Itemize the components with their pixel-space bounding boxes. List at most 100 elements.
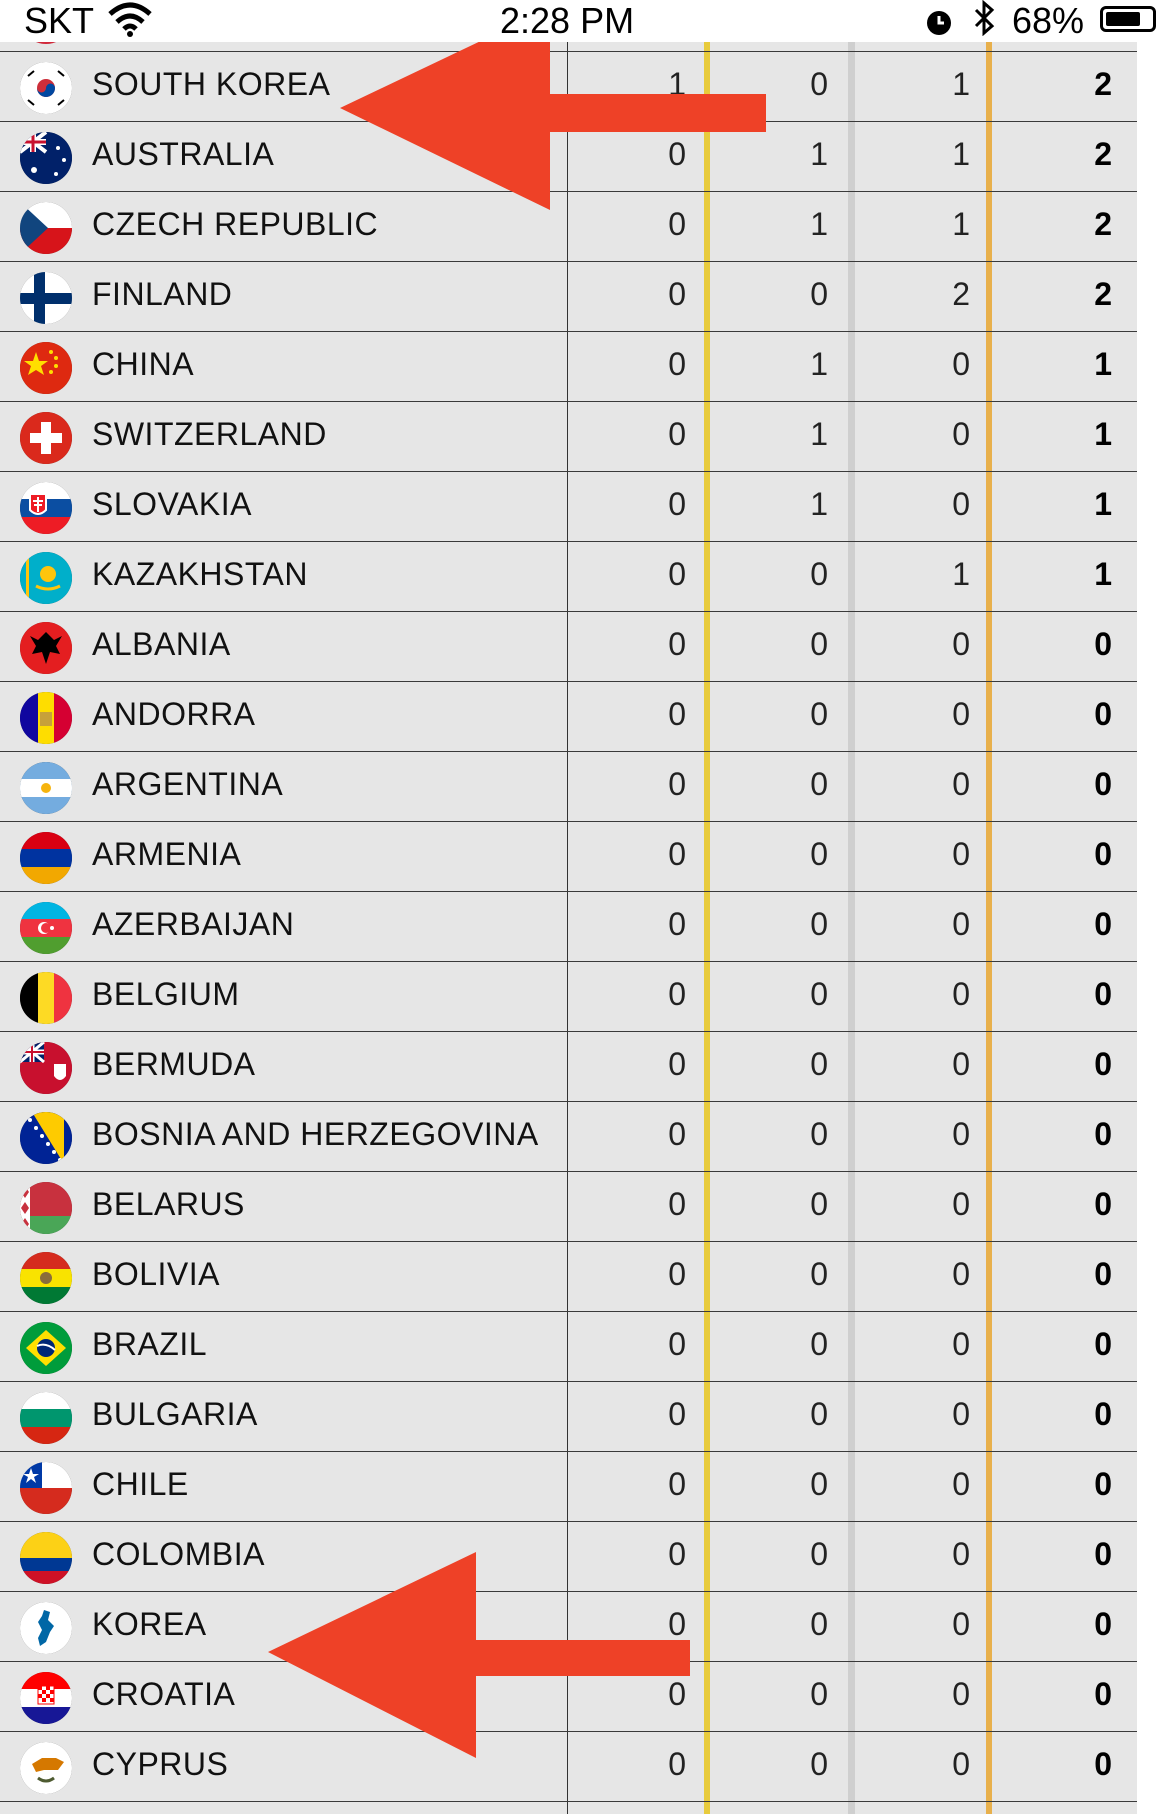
bronze-count: 0 [952, 346, 970, 382]
table-row[interactable]: CHINA 0 1 0 1 [0, 332, 1137, 402]
silver-count: 0 [810, 906, 828, 942]
country-name[interactable]: BELARUS [92, 1186, 245, 1222]
table-row[interactable]: ANDORRA 0 0 0 0 [0, 682, 1137, 752]
alarm-icon [924, 4, 954, 46]
gold-count: 0 [668, 1676, 686, 1712]
silver-count: 0 [810, 836, 828, 872]
country-name[interactable]: BOLIVIA [92, 1256, 220, 1292]
gold-count: 0 [668, 346, 686, 382]
annotation-arrow-top [340, 8, 766, 210]
table-row[interactable]: BERMUDA 0 0 0 0 [0, 1032, 1137, 1102]
silver-count: 1 [810, 416, 828, 452]
total-count: 0 [1094, 1046, 1112, 1082]
country-name[interactable]: BULGARIA [92, 1396, 258, 1432]
country-name[interactable]: BERMUDA [92, 1046, 256, 1082]
country-name[interactable]: FINLAND [92, 276, 233, 312]
country-name[interactable]: SLOVAKIA [92, 486, 252, 522]
unified-korea-flag-icon [20, 1602, 72, 1654]
table-row[interactable]: ALBANIA 0 0 0 0 [0, 612, 1137, 682]
table-row[interactable]: CROATIA 0 0 0 0 [0, 1662, 1137, 1732]
table-row[interactable]: CHILE 0 0 0 0 [0, 1452, 1137, 1522]
gold-count: 0 [668, 1466, 686, 1502]
colombia-flag-icon [20, 1532, 72, 1584]
gold-count: 0 [668, 1326, 686, 1362]
table-row[interactable]: AZERBAIJAN 0 0 0 0 [0, 892, 1137, 962]
country-name[interactable]: CHILE [92, 1466, 189, 1502]
bronze-count: 0 [952, 1046, 970, 1082]
silver-count: 1 [810, 206, 828, 242]
gold-count: 0 [668, 486, 686, 522]
annotation-arrow-bottom [268, 1552, 690, 1758]
table-row[interactable]: BOLIVIA 0 0 0 0 [0, 1242, 1137, 1312]
gold-count: 0 [668, 836, 686, 872]
silver-count: 0 [810, 556, 828, 592]
table-row[interactable]: ARMENIA 0 0 0 0 [0, 822, 1137, 892]
table-row[interactable]: SWITZERLAND 0 1 0 1 [0, 402, 1137, 472]
azerbaijan-flag-icon [20, 902, 72, 954]
column-divider [567, 0, 568, 1814]
total-count: 2 [1094, 276, 1112, 312]
australia-flag-icon [20, 132, 72, 184]
country-name[interactable]: ARGENTINA [92, 766, 284, 802]
table-row[interactable]: BOSNIA AND HERZEGOVINA 0 0 0 0 [0, 1102, 1137, 1172]
table-row[interactable]: KAZAKHSTAN 0 0 1 1 [0, 542, 1137, 612]
belarus-flag-icon [20, 1182, 72, 1234]
country-name[interactable]: KOREA [92, 1606, 207, 1642]
andorra-flag-icon [20, 692, 72, 744]
table-row[interactable]: CYPRUS 0 0 0 0 [0, 1732, 1137, 1802]
bronze-column-divider [986, 0, 992, 1814]
silver-count: 0 [810, 1746, 828, 1782]
total-count: 0 [1094, 626, 1112, 662]
bronze-count: 0 [952, 766, 970, 802]
table-row[interactable]: BRAZIL 0 0 0 0 [0, 1312, 1137, 1382]
table-row[interactable]: COLOMBIA 0 0 0 0 [0, 1522, 1137, 1592]
country-name[interactable]: ANDORRA [92, 696, 256, 732]
total-count: 0 [1094, 1256, 1112, 1292]
medal-table[interactable]: AUSTRIA2002SOUTH KOREA1012AUSTRALIA0112C… [0, 0, 1137, 1814]
country-name[interactable]: CYPRUS [92, 1746, 229, 1782]
bronze-count: 1 [952, 556, 970, 592]
total-count: 1 [1094, 346, 1112, 382]
bronze-count: 2 [952, 276, 970, 312]
gold-count: 0 [668, 1116, 686, 1152]
table-row[interactable]: BELGIUM 0 0 0 0 [0, 962, 1137, 1032]
table-row[interactable]: ARGENTINA 0 0 0 0 [0, 752, 1137, 822]
belgium-flag-icon [20, 972, 72, 1024]
table-row[interactable]: BELARUS 0 0 0 0 [0, 1172, 1137, 1242]
country-name[interactable]: ALBANIA [92, 626, 231, 662]
bronze-count: 0 [952, 836, 970, 872]
table-row[interactable]: BULGARIA 0 0 0 0 [0, 1382, 1137, 1452]
country-name[interactable]: SWITZERLAND [92, 416, 327, 452]
country-name[interactable]: AZERBAIJAN [92, 906, 295, 942]
country-name[interactable]: BRAZIL [92, 1326, 208, 1362]
country-name[interactable]: BOSNIA AND HERZEGOVINA [92, 1116, 539, 1152]
country-name[interactable]: KAZAKHSTAN [92, 556, 308, 592]
czech-flag-icon [20, 202, 72, 254]
bolivia-flag-icon [20, 1252, 72, 1304]
table-row[interactable]: FINLAND 0 0 2 2 [0, 262, 1137, 332]
silver-count: 0 [810, 1536, 828, 1572]
country-name[interactable]: SOUTH KOREA [92, 66, 331, 102]
total-count: 0 [1094, 976, 1112, 1012]
bronze-count: 1 [952, 206, 970, 242]
silver-column-divider [848, 0, 855, 1814]
table-row[interactable]: AUSTRALIA 0 1 1 2 [0, 122, 1137, 192]
table-row[interactable]: CZECH REPUBLIC 0 1 1 2 [0, 192, 1137, 262]
country-name[interactable]: AUSTRALIA [92, 136, 275, 172]
bluetooth-icon [972, 0, 996, 45]
country-name[interactable]: COLOMBIA [92, 1536, 265, 1572]
armenia-flag-icon [20, 832, 72, 884]
bronze-count: 1 [952, 136, 970, 172]
total-count: 0 [1094, 1116, 1112, 1152]
bronze-count: 0 [952, 486, 970, 522]
country-name[interactable]: CZECH REPUBLIC [92, 206, 379, 242]
gold-count: 0 [668, 696, 686, 732]
country-name[interactable]: BELGIUM [92, 976, 240, 1012]
table-row[interactable]: SLOVAKIA 0 1 0 1 [0, 472, 1137, 542]
country-name[interactable]: CHINA [92, 346, 195, 382]
bronze-count: 0 [952, 1536, 970, 1572]
country-name[interactable]: ARMENIA [92, 836, 242, 872]
country-name[interactable]: CROATIA [92, 1676, 236, 1712]
total-count: 2 [1094, 206, 1112, 242]
bronze-count: 0 [952, 1116, 970, 1152]
